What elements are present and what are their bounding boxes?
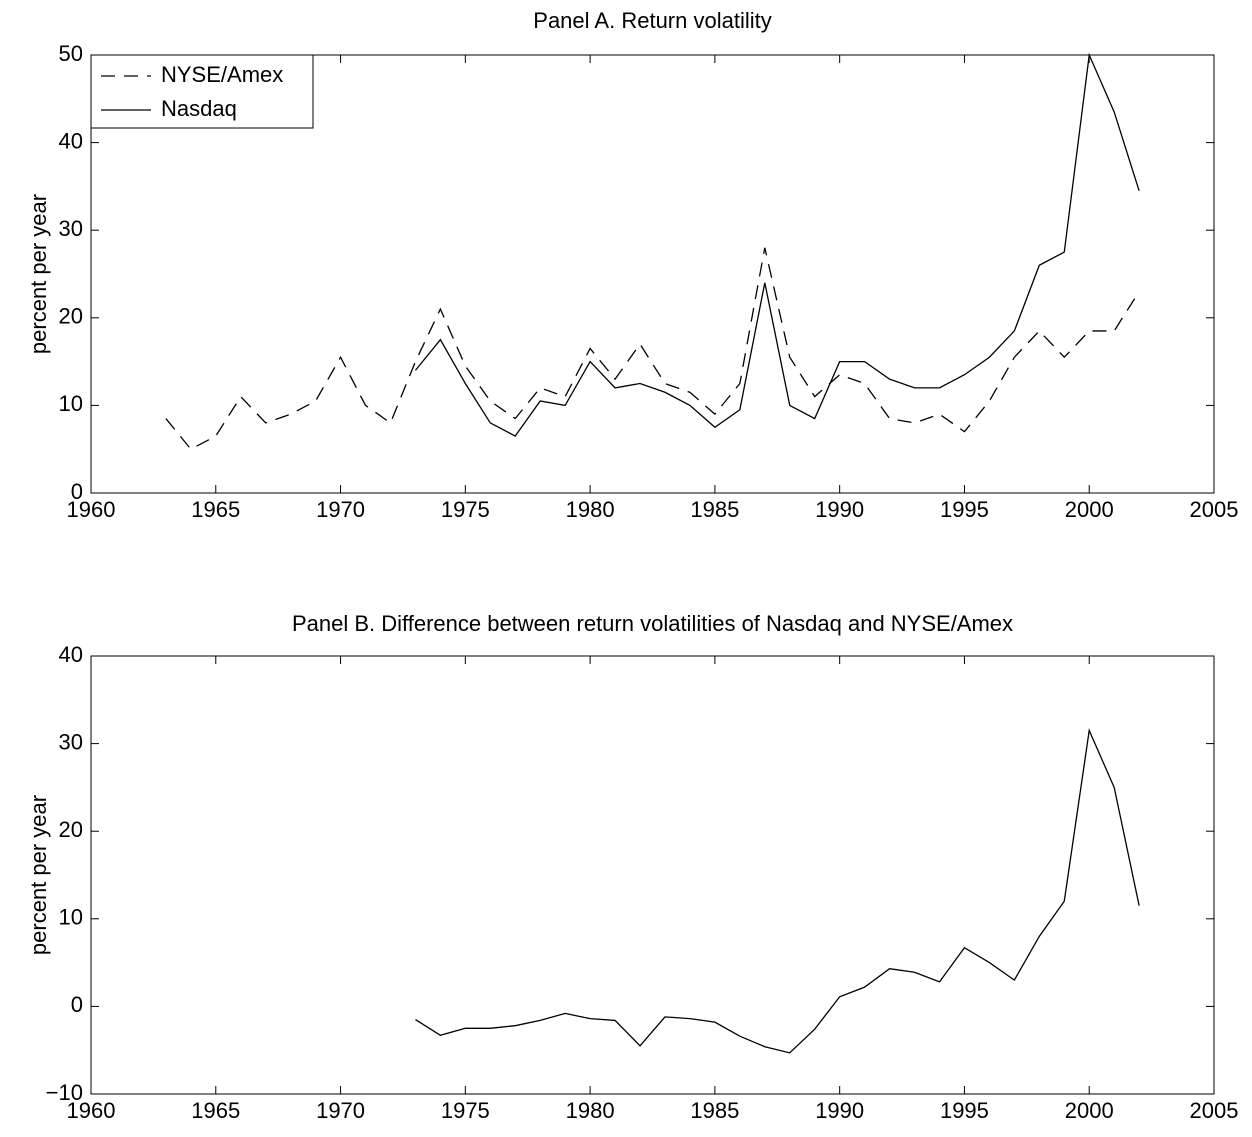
x-tick-label: 1970 (316, 1098, 365, 1123)
y-tick-label: 30 (59, 729, 83, 754)
y-tick-label: 50 (59, 41, 83, 66)
y-tick-label: 0 (71, 992, 83, 1017)
y-axis-label: percent per year (26, 194, 51, 354)
series-line (414, 52, 1140, 437)
x-tick-label: 1985 (690, 497, 739, 522)
y-tick-label: 20 (59, 304, 83, 329)
y-tick-label: 0 (71, 479, 83, 504)
x-tick-label: 1985 (690, 1098, 739, 1123)
x-tick-label: 1990 (815, 1098, 864, 1123)
legend-label: Nasdaq (161, 96, 237, 121)
x-tick-label: 1975 (441, 1098, 490, 1123)
y-tick-label: 30 (59, 216, 83, 241)
y-tick-label: −10 (46, 1080, 83, 1105)
x-tick-label: 2000 (1065, 1098, 1114, 1123)
x-tick-label: 2000 (1065, 497, 1114, 522)
series-line (415, 728, 1140, 1054)
y-tick-label: 10 (59, 391, 83, 416)
y-tick-label: 10 (59, 905, 83, 930)
chart-title: Panel B. Difference between return volat… (292, 611, 1013, 636)
x-tick-label: 1995 (940, 1098, 989, 1123)
x-tick-label: 1995 (940, 497, 989, 522)
x-tick-label: 1960 (67, 497, 116, 522)
x-tick-label: 2005 (1190, 497, 1239, 522)
x-tick-label: 1975 (441, 497, 490, 522)
x-tick-label: 1990 (815, 497, 864, 522)
y-tick-label: 40 (59, 128, 83, 153)
plot-area (90, 54, 1215, 494)
plot-area (90, 655, 1215, 1095)
x-tick-label: 1980 (566, 497, 615, 522)
x-tick-label: 2005 (1190, 1098, 1239, 1123)
x-tick-label: 1970 (316, 497, 365, 522)
y-axis-label: percent per year (26, 795, 51, 955)
legend-box (90, 54, 314, 129)
series-line (165, 247, 1140, 451)
x-tick-label: 1965 (191, 1098, 240, 1123)
y-tick-label: 40 (59, 642, 83, 667)
x-tick-label: 1960 (67, 1098, 116, 1123)
x-tick-label: 1980 (566, 1098, 615, 1123)
y-tick-label: 20 (59, 817, 83, 842)
legend-label: NYSE/Amex (161, 62, 283, 87)
chart-title: Panel A. Return volatility (533, 8, 771, 33)
x-tick-label: 1965 (191, 497, 240, 522)
